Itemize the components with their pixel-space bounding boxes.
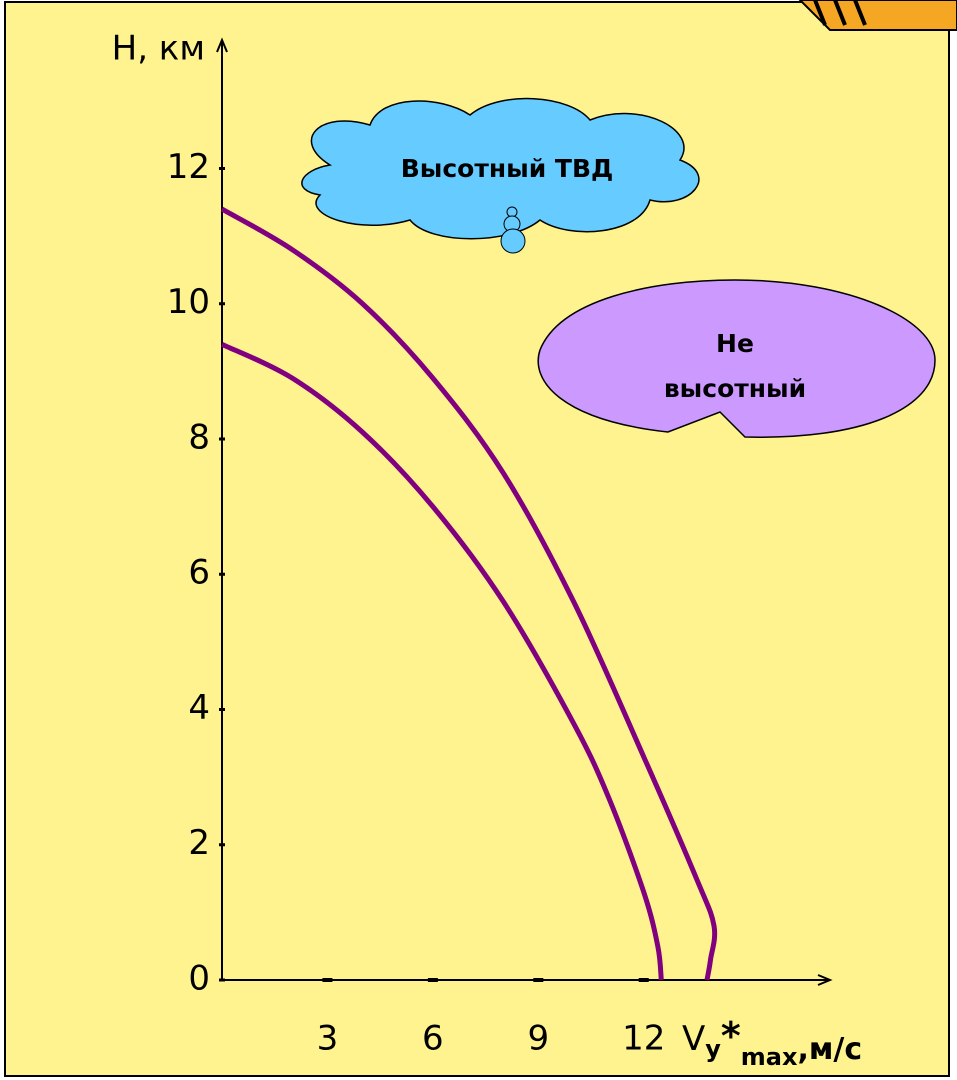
page: {"chart_data": {"type": "line", "ylabel"… bbox=[0, 0, 957, 1080]
annotation: высотный bbox=[664, 374, 806, 403]
x-tick-label: 9 bbox=[527, 1019, 549, 1059]
speech-bubble bbox=[538, 280, 935, 437]
x-label-part: * bbox=[721, 1014, 741, 1058]
x-tick-label: 6 bbox=[422, 1019, 444, 1059]
annotation: Не bbox=[716, 329, 754, 358]
y-tick-label: 12 bbox=[167, 147, 210, 187]
x-tick-label: 12 bbox=[622, 1019, 665, 1059]
chart: Высотный ТВД Не высотный H, км Vy*max,м/… bbox=[0, 0, 957, 1080]
annotation: Высотный ТВД bbox=[401, 154, 614, 183]
y-tick-label: 2 bbox=[188, 823, 210, 863]
y-tick-label: 6 bbox=[188, 553, 210, 593]
y-tick-label: 10 bbox=[167, 282, 210, 322]
y-axis-label: H, км bbox=[112, 29, 205, 69]
y-tick-label: 4 bbox=[188, 688, 210, 728]
x-label-part: ,м/с bbox=[797, 1032, 862, 1067]
y-tick-label: 8 bbox=[188, 417, 210, 457]
corner-decoration bbox=[800, 0, 957, 30]
x-tick-label: 3 bbox=[317, 1019, 339, 1059]
x-label-part: V bbox=[682, 1019, 705, 1059]
y-tick-label: 0 bbox=[188, 959, 210, 999]
x-label-part: max bbox=[741, 1043, 798, 1071]
x-label-part: y bbox=[705, 1035, 721, 1063]
